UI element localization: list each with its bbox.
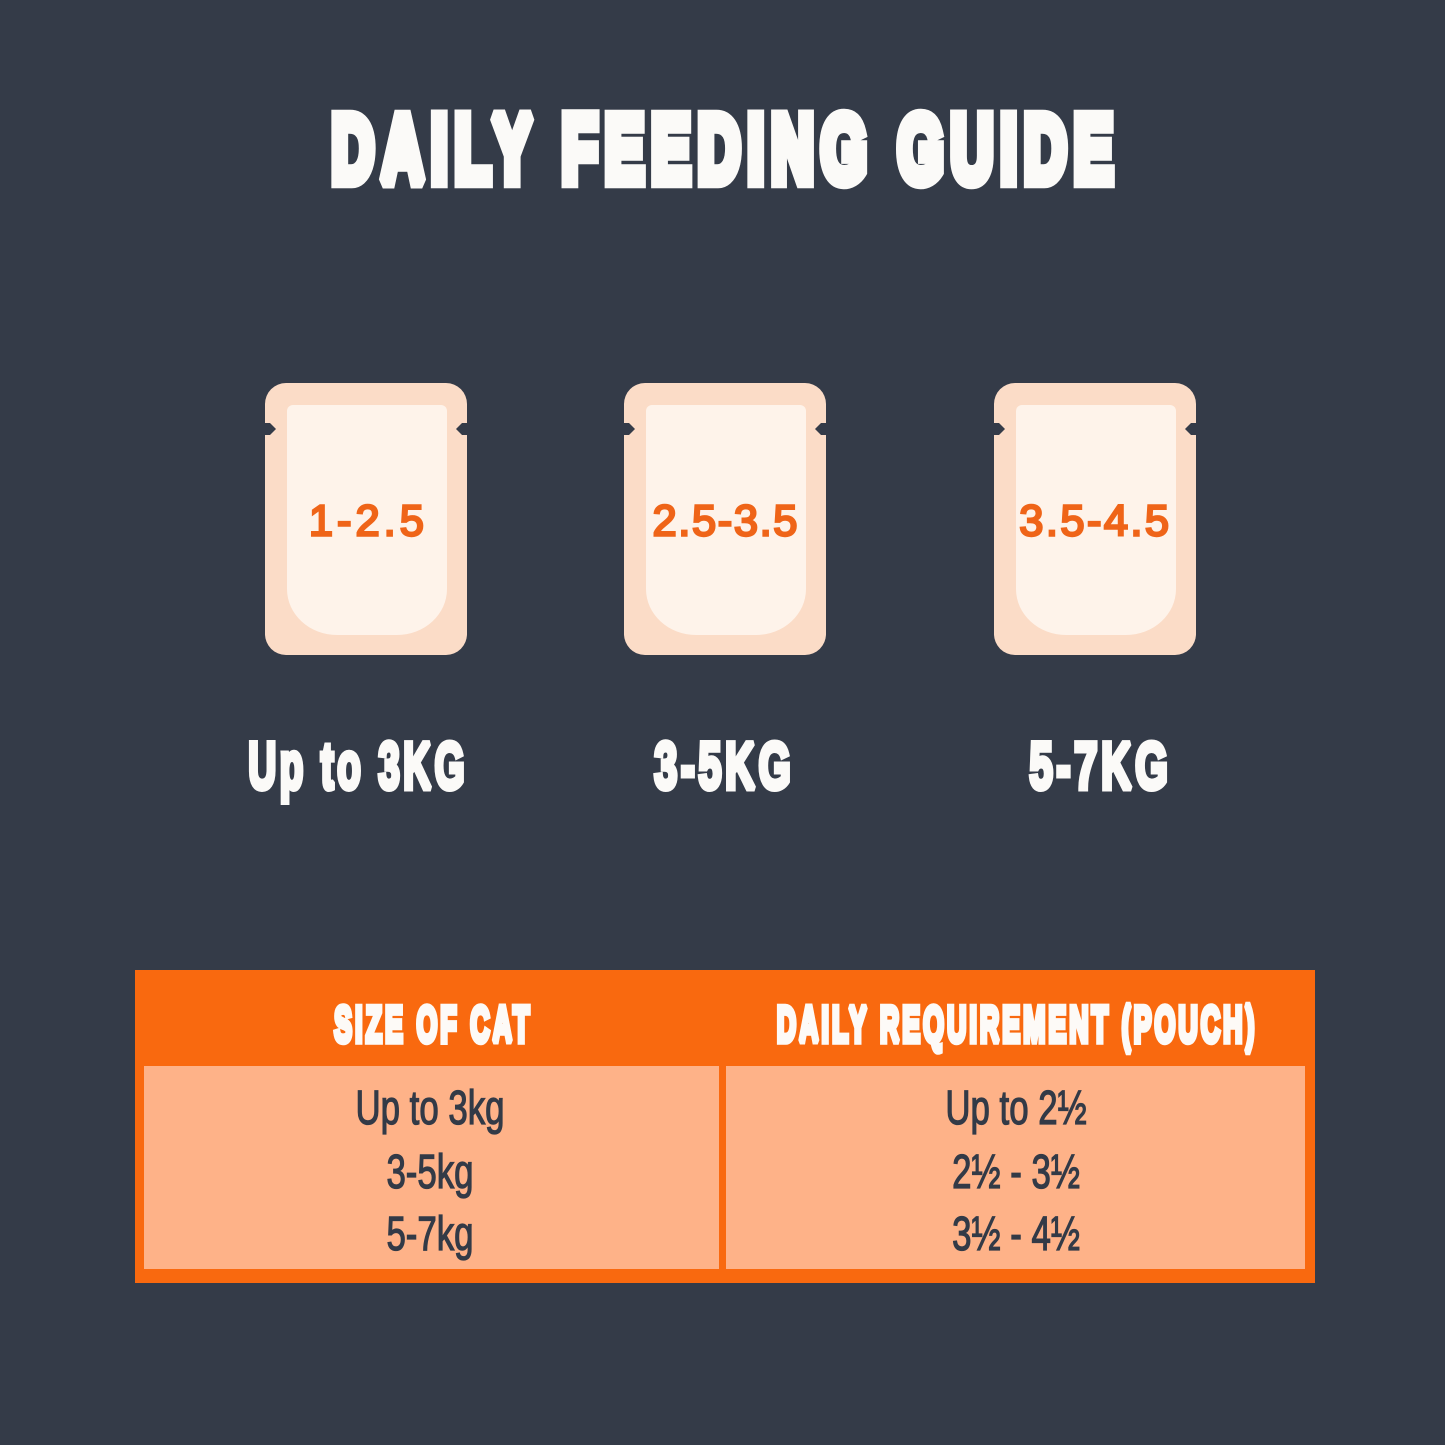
svg-text:SIZE OF CAT: SIZE OF CAT: [334, 998, 532, 1053]
svg-text:Up to 3KG: Up to 3KG: [248, 730, 468, 803]
svg-text:DAILY FEEDING GUIDE: DAILY FEEDING GUIDE: [332, 96, 1121, 202]
svg-text:5-7KG: 5-7KG: [1029, 729, 1171, 803]
svg-text:DAILY REQUIREMENT (POUCH): DAILY REQUIREMENT (POUCH): [777, 998, 1258, 1053]
svg-text:3-5KG: 3-5KG: [654, 728, 794, 802]
